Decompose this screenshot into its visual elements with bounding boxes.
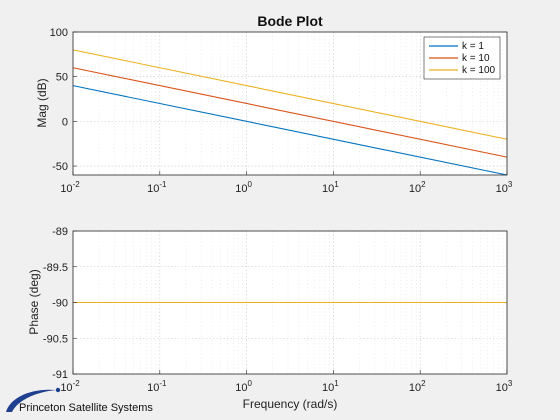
orbit-swoosh-icon [6,389,56,412]
legend-label-k100: k = 100 [462,65,496,76]
legend-label-k10: k = 10 [462,53,490,64]
y-tick-label: 0 [62,116,68,128]
y-tick-label: -89.5 [43,262,68,274]
magnitude-lines [72,49,508,176]
brand-name: Princeton Satellite Systems [19,402,153,414]
x-axis-label: Frequency (rad/s) [243,397,338,411]
magnitude-line-series-1 [72,85,508,176]
magnitude-y-label: Mag (dB) [35,78,49,127]
x-tick-label: 10-1 [147,180,167,195]
magnitude-y-ticks: 100 50 0 -50 [50,27,77,173]
x-tick-label: 101 [322,180,339,195]
x-tick-label: 102 [409,180,426,195]
legend-label-k1: k = 1 [462,41,484,52]
x-tick-label: 103 [496,180,513,195]
magnitude-axes-box [72,31,508,176]
satellite-dot-icon [55,387,61,393]
y-tick-label: -89 [52,226,68,238]
magnitude-grid [72,31,508,175]
y-tick-label: -90.5 [43,333,68,345]
phase-x-ticks: 10-2 10-1 100 101 102 103 [60,370,513,394]
x-tick-label: 10-2 [60,180,80,195]
phase-y-label: Phase (deg) [27,269,41,334]
y-tick-label: -50 [52,161,68,173]
y-tick-label: 100 [50,27,68,39]
chart-title: Bode Plot [257,13,323,29]
x-tick-label: 101 [322,379,339,394]
magnitude-x-ticks: 10-2 10-1 100 101 102 103 [60,171,513,195]
y-tick-label: -90 [52,298,68,310]
magnitude-line-series-2 [72,67,508,158]
brand-logo: Princeton Satellite Systems [6,387,153,414]
x-tick-label: 10-1 [147,379,167,394]
phase-y-ticks: -89 -89.5 -90 -90.5 -91 [43,226,77,381]
x-tick-label: 103 [496,379,513,394]
y-tick-label: 50 [56,72,68,84]
x-tick-label: 100 [235,180,252,195]
x-tick-label: 100 [235,379,252,394]
legend: k = 1 k = 10 k = 100 [423,36,501,80]
magnitude-line-series-3 [72,49,508,140]
x-tick-label: 10-2 [60,379,80,394]
phase-panel: -89 -89.5 -90 -90.5 -91 10-2 10-1 100 101 102 103… [27,226,513,411]
y-tick-label: -91 [52,369,68,381]
x-tick-label: 102 [409,379,426,394]
